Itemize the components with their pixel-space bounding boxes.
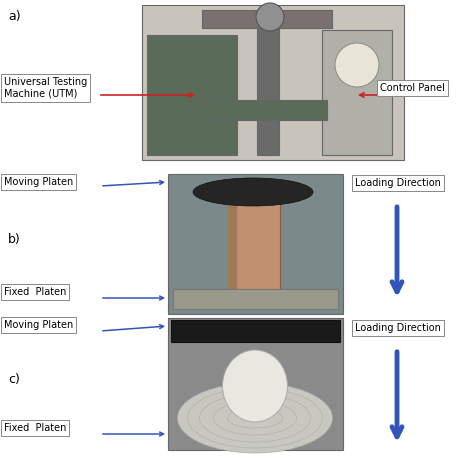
- FancyBboxPatch shape: [173, 289, 338, 309]
- FancyBboxPatch shape: [168, 174, 343, 314]
- FancyBboxPatch shape: [202, 10, 332, 28]
- FancyBboxPatch shape: [322, 30, 392, 155]
- Text: Loading Direction: Loading Direction: [355, 178, 441, 188]
- FancyBboxPatch shape: [168, 318, 343, 450]
- FancyBboxPatch shape: [257, 10, 279, 155]
- Text: Fixed  Platen: Fixed Platen: [4, 423, 66, 433]
- FancyBboxPatch shape: [197, 100, 327, 120]
- FancyBboxPatch shape: [228, 202, 280, 292]
- Circle shape: [335, 43, 379, 87]
- Text: Moving Platen: Moving Platen: [4, 320, 73, 330]
- FancyBboxPatch shape: [236, 179, 268, 199]
- FancyBboxPatch shape: [171, 320, 340, 342]
- Text: Universal Testing
Machine (UTM): Universal Testing Machine (UTM): [4, 77, 87, 99]
- Text: Control Panel: Control Panel: [380, 83, 445, 93]
- Text: a): a): [8, 10, 21, 23]
- Text: Fixed  Platen: Fixed Platen: [4, 287, 66, 297]
- FancyBboxPatch shape: [142, 5, 404, 160]
- Text: c): c): [8, 372, 20, 386]
- FancyBboxPatch shape: [228, 202, 236, 292]
- Ellipse shape: [222, 350, 288, 422]
- Text: b): b): [8, 233, 21, 245]
- Text: Loading Direction: Loading Direction: [355, 323, 441, 333]
- Circle shape: [256, 3, 284, 31]
- Ellipse shape: [177, 383, 332, 453]
- Text: Moving Platen: Moving Platen: [4, 177, 73, 187]
- Ellipse shape: [193, 178, 313, 206]
- FancyBboxPatch shape: [147, 35, 237, 155]
